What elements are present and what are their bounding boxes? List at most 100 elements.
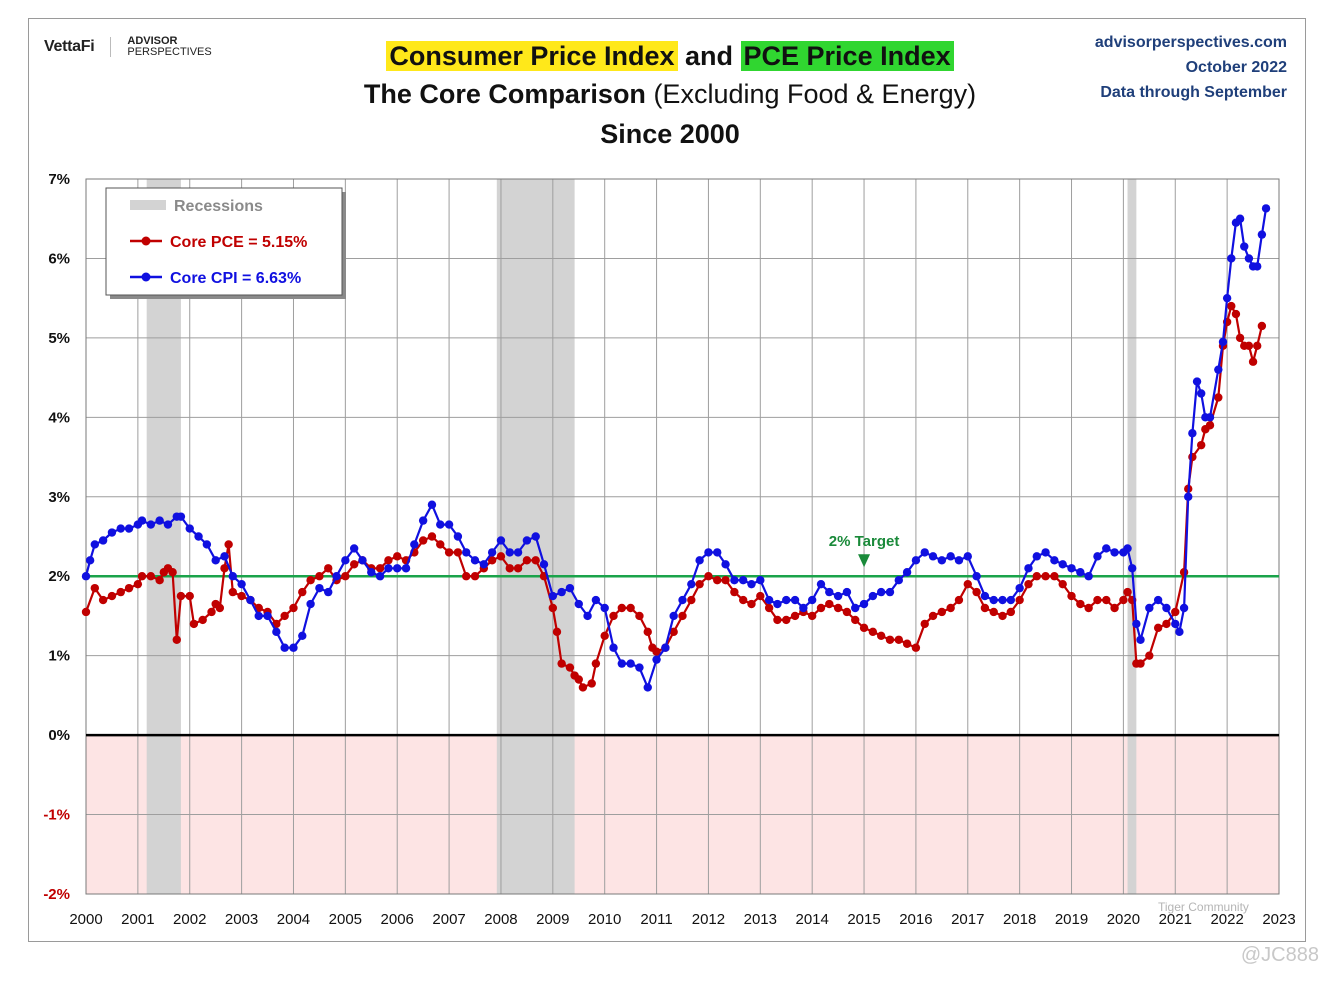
data-point [315,572,324,581]
advisor-perspectives-logo: ADVISOR PERSPECTIVES [127,35,212,58]
x-tick-label: 2023 [1262,911,1295,928]
data-point [280,643,289,652]
data-point [833,603,843,613]
data-point [669,627,678,637]
data-point [928,611,938,621]
data-point [1162,603,1171,613]
data-point [989,607,998,617]
x-tick-label: 2007 [432,911,465,928]
data-point [470,556,480,565]
data-point [1136,659,1145,668]
data-point [215,603,225,613]
data-point [911,556,921,565]
data-point [315,583,324,593]
data-point [133,579,143,589]
y-tick-label: 3% [48,489,70,506]
data-point [224,540,233,549]
data-point [1050,572,1059,581]
data-point [643,683,652,692]
data-point [738,595,748,605]
data-point [393,564,402,573]
data-point [730,587,739,597]
data-point [1058,560,1067,569]
y-tick-label: 0% [48,727,70,744]
x-tick-label: 2001 [121,911,154,928]
data-point [713,548,722,557]
title-cpi: Consumer Price Index [386,41,678,71]
data-point [1235,214,1245,223]
data-point [1188,452,1197,462]
data-point [954,595,964,605]
data-point [548,603,558,613]
data-point [1171,619,1180,629]
data-point [998,595,1007,605]
data-point [851,603,860,613]
x-tick-label: 2011 [640,911,672,928]
data-point [505,548,514,557]
x-tick-label: 2008 [484,911,517,928]
data-point [756,575,765,585]
data-point [116,587,125,597]
data-point [1231,309,1241,319]
data-point [565,583,575,593]
legend-pce-marker [141,236,151,246]
x-tick-label: 2015 [847,911,880,928]
data-point [137,516,147,525]
x-tick-label: 2006 [381,911,414,928]
data-point [885,635,895,644]
data-point [1248,357,1258,366]
chart-subtitle: The Core Comparison (Excluding Food & En… [300,74,1040,114]
data-point [462,548,471,557]
data-point [928,552,938,561]
x-tick-label: 2017 [951,911,984,928]
data-point [1145,651,1154,660]
x-tick-label: 2016 [899,911,932,928]
data-point [1196,389,1206,398]
data-point [790,611,800,621]
data-point [513,548,523,557]
data-point [574,599,583,609]
data-point [81,572,91,581]
target-arrow-icon [858,554,871,568]
data-point [1244,341,1254,351]
data-point [211,556,220,565]
data-point [920,619,929,629]
data-point [816,579,826,589]
data-point [937,607,947,617]
data-point [1032,552,1041,561]
data-point [436,540,445,549]
data-point [980,591,990,601]
legend-cpi-marker [141,272,151,282]
data-point [1119,595,1128,605]
data-point [185,591,194,601]
data-point [202,540,212,549]
data-point [349,560,359,569]
data-point [548,591,558,601]
data-point [1102,544,1111,553]
data-point [272,627,281,637]
data-point [894,575,903,585]
data-point [885,587,895,597]
data-point [816,603,826,613]
legend-recessions-label: Recessions [174,198,263,215]
data-point [1188,429,1197,438]
data-point [1015,583,1024,593]
data-point [496,552,506,561]
data-point [609,643,618,652]
data-point [1067,564,1076,573]
data-point [1041,572,1050,581]
data-point [1084,603,1093,613]
data-point [1024,564,1033,573]
data-point [764,595,774,605]
data-point [747,579,756,589]
source-block: advisorperspectives.com October 2022 Dat… [1095,30,1287,105]
data-point [678,611,687,621]
data-point [207,607,216,617]
y-tick-label: 4% [48,409,70,426]
data-point [713,575,722,585]
data-point [902,568,912,577]
data-point [289,603,298,613]
y-tick-label: 7% [48,171,70,188]
data-point [1132,619,1141,629]
data-point [124,524,134,533]
